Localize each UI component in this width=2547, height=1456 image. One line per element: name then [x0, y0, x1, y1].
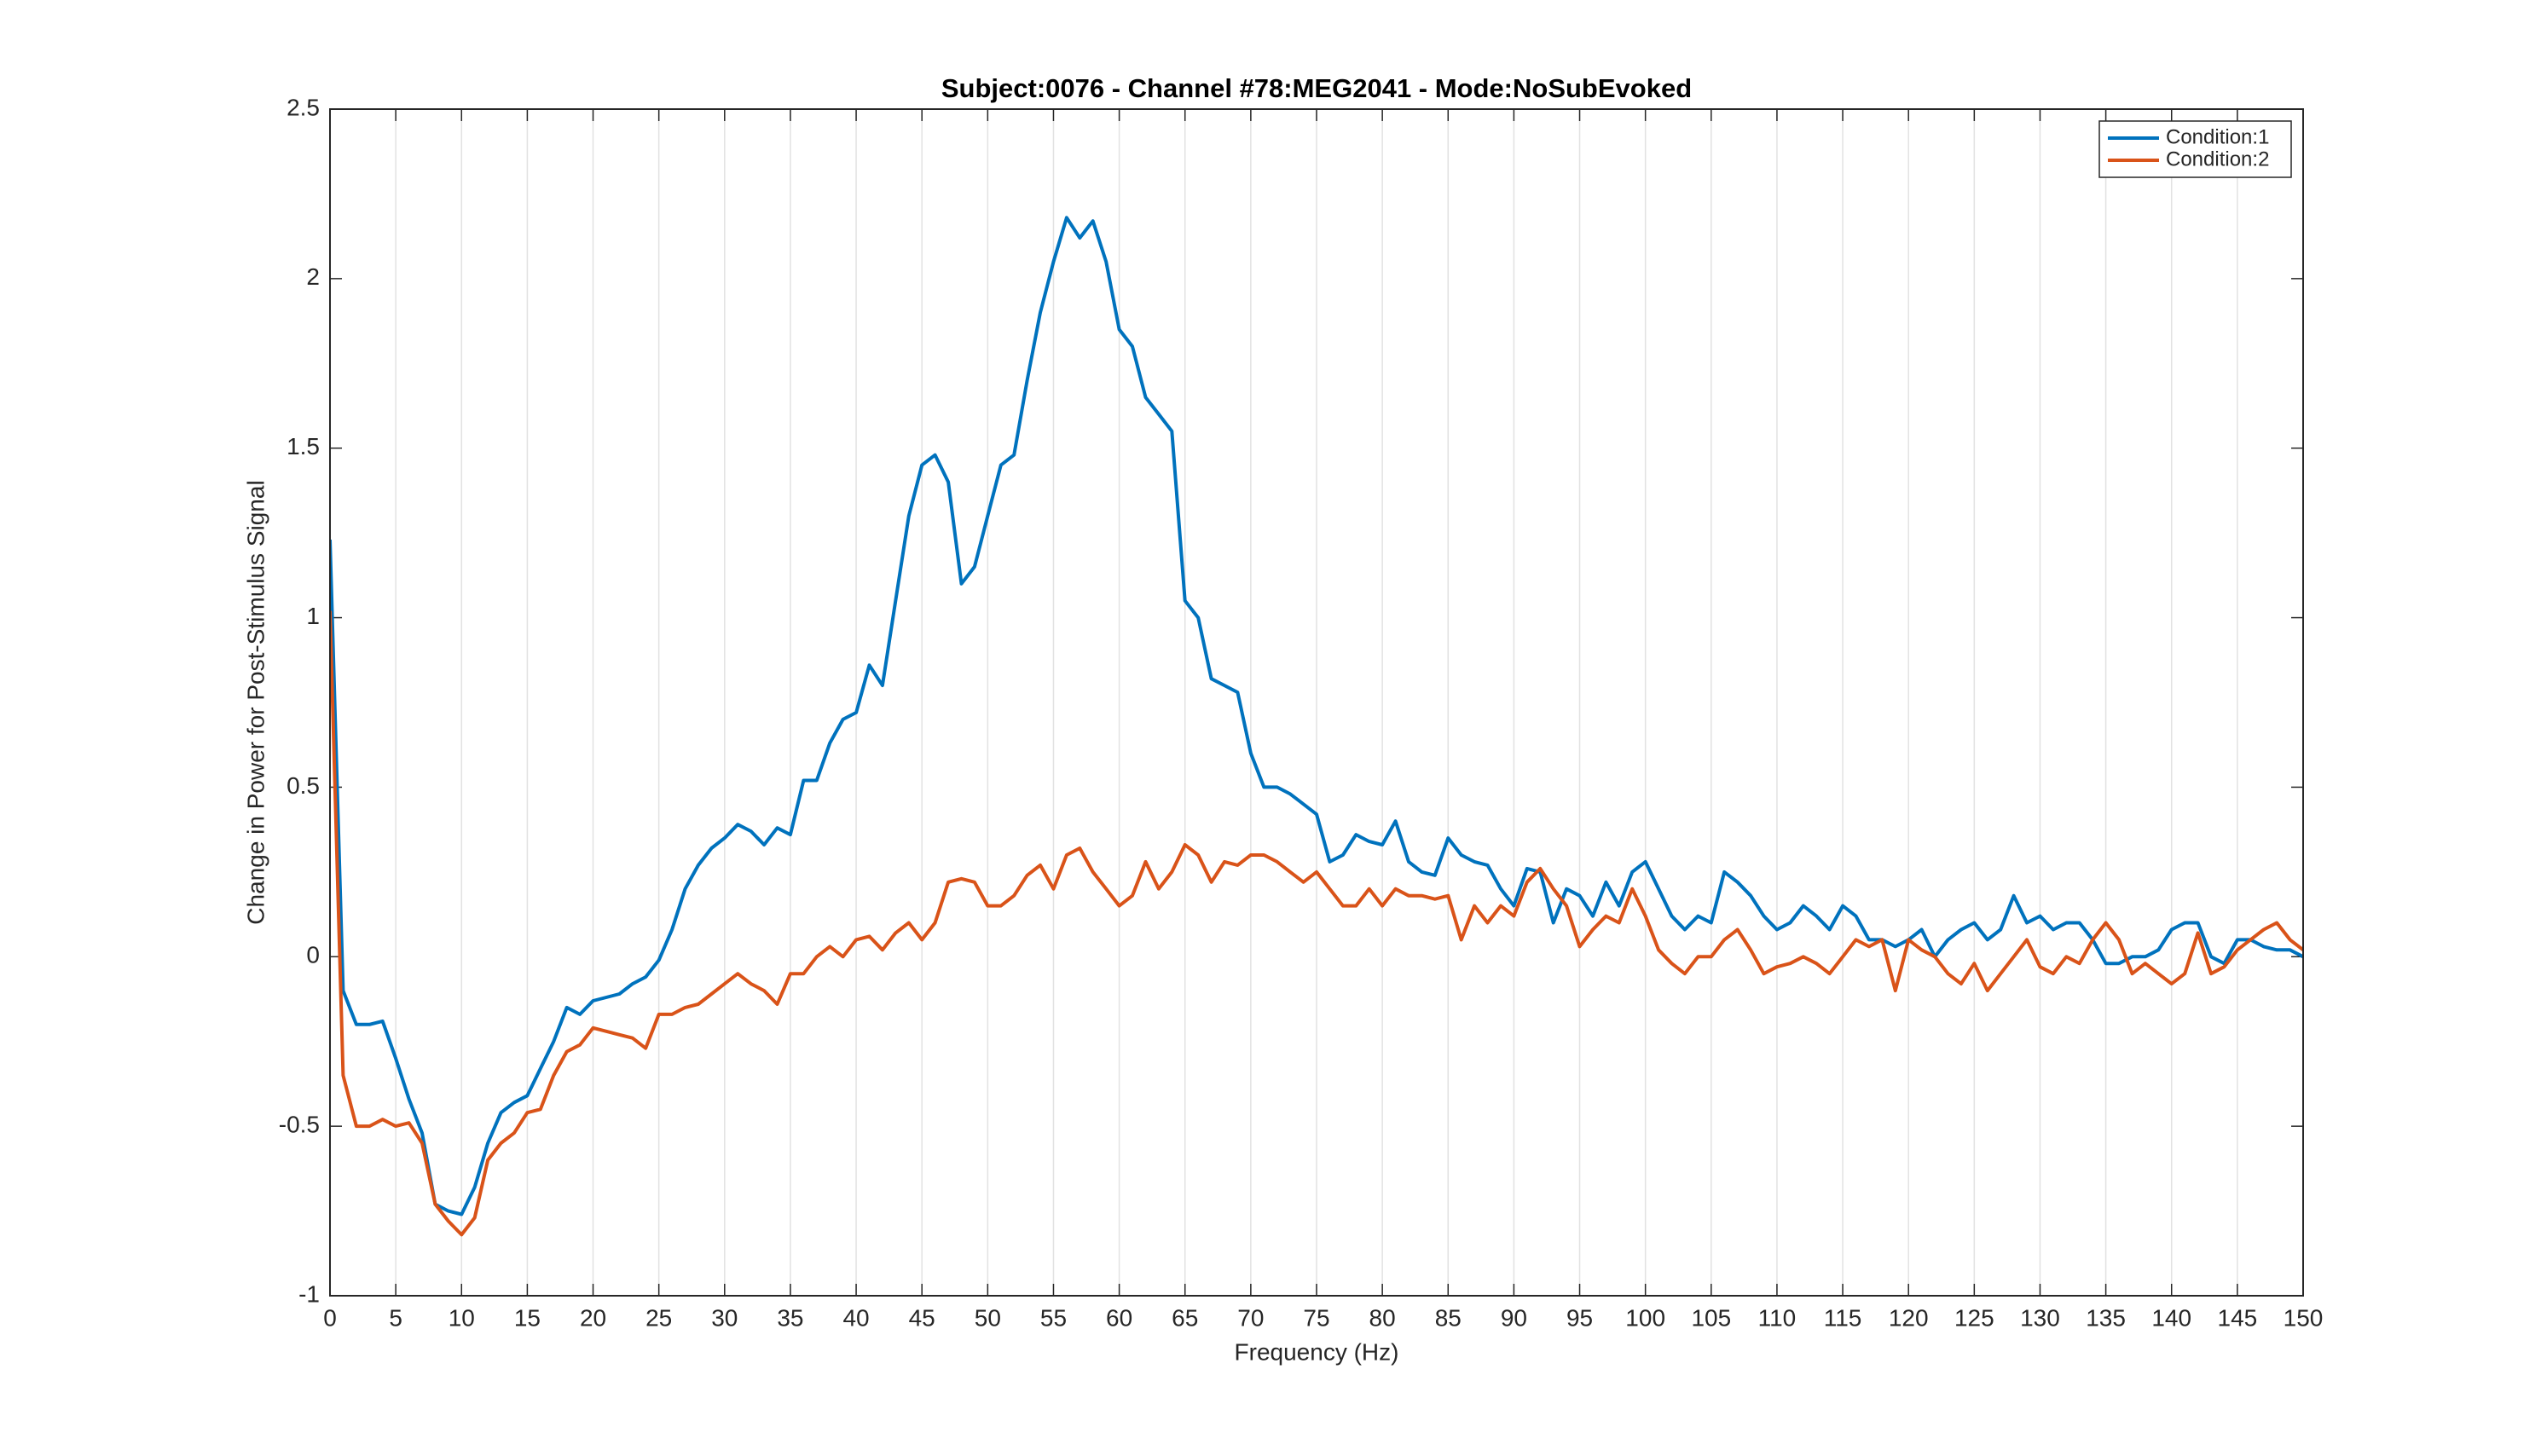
y-tick-label: 0.5 [287, 772, 320, 799]
x-tick-label: 45 [909, 1304, 935, 1331]
series-line [330, 216, 2303, 1216]
y-tick-label: 0 [306, 942, 320, 968]
x-tick-label: 25 [645, 1304, 672, 1331]
x-tick-label: 5 [389, 1304, 402, 1331]
axes-box [329, 108, 2304, 1297]
x-tick-label: 130 [2020, 1304, 2060, 1331]
x-tick-label: 65 [1172, 1304, 1198, 1331]
legend-box [2098, 120, 2292, 178]
x-tick-label: 20 [580, 1304, 606, 1331]
x-tick-label: 145 [2218, 1304, 2258, 1331]
x-tick-label: 135 [2086, 1304, 2126, 1331]
x-tick-label: 70 [1237, 1304, 1264, 1331]
y-tick-label: -1 [298, 1280, 320, 1307]
x-tick-label: 150 [2284, 1304, 2324, 1331]
x-tick-label: 140 [2151, 1304, 2191, 1331]
x-tick-label: 115 [1824, 1304, 1862, 1331]
x-tick-label: 80 [1369, 1304, 1396, 1331]
x-tick-label: 35 [777, 1304, 803, 1331]
x-tick-label: 60 [1106, 1304, 1132, 1331]
x-tick-label: 40 [842, 1304, 869, 1331]
x-tick-label: 95 [1566, 1304, 1593, 1331]
x-tick-label: 125 [1954, 1304, 1994, 1331]
x-tick-label: 100 [1625, 1304, 1665, 1331]
x-tick-label: 110 [1758, 1304, 1797, 1331]
y-tick-label: 2.5 [287, 94, 320, 120]
x-tick-label: 105 [1691, 1304, 1731, 1331]
legend-label: Condition:1 [2166, 125, 2269, 148]
y-tick-label: 1.5 [287, 433, 320, 459]
x-tick-label: 85 [1435, 1304, 1462, 1331]
y-axis-label: Change in Power for Post-Stimulus Signal [242, 480, 269, 924]
series-line [330, 610, 2303, 1237]
x-tick-label: 50 [975, 1304, 1001, 1331]
x-tick-label: 15 [514, 1304, 541, 1331]
x-tick-label: 75 [1303, 1304, 1329, 1331]
x-tick-label: 90 [1501, 1304, 1527, 1331]
x-tick-label: 55 [1040, 1304, 1067, 1331]
y-tick-label: 1 [306, 603, 320, 629]
y-tick-label: -0.5 [279, 1112, 320, 1138]
x-tick-label: 30 [711, 1304, 738, 1331]
y-tick-label: 2 [306, 263, 320, 290]
x-tick-label: 10 [449, 1304, 475, 1331]
x-tick-label: 0 [323, 1304, 337, 1331]
legend-label: Condition:2 [2166, 147, 2269, 170]
chart-title: Subject:0076 - Channel #78:MEG2041 - Mod… [941, 73, 1692, 103]
x-tick-label: 120 [1889, 1304, 1929, 1331]
x-axis-label: Frequency (Hz) [1235, 1338, 1399, 1365]
